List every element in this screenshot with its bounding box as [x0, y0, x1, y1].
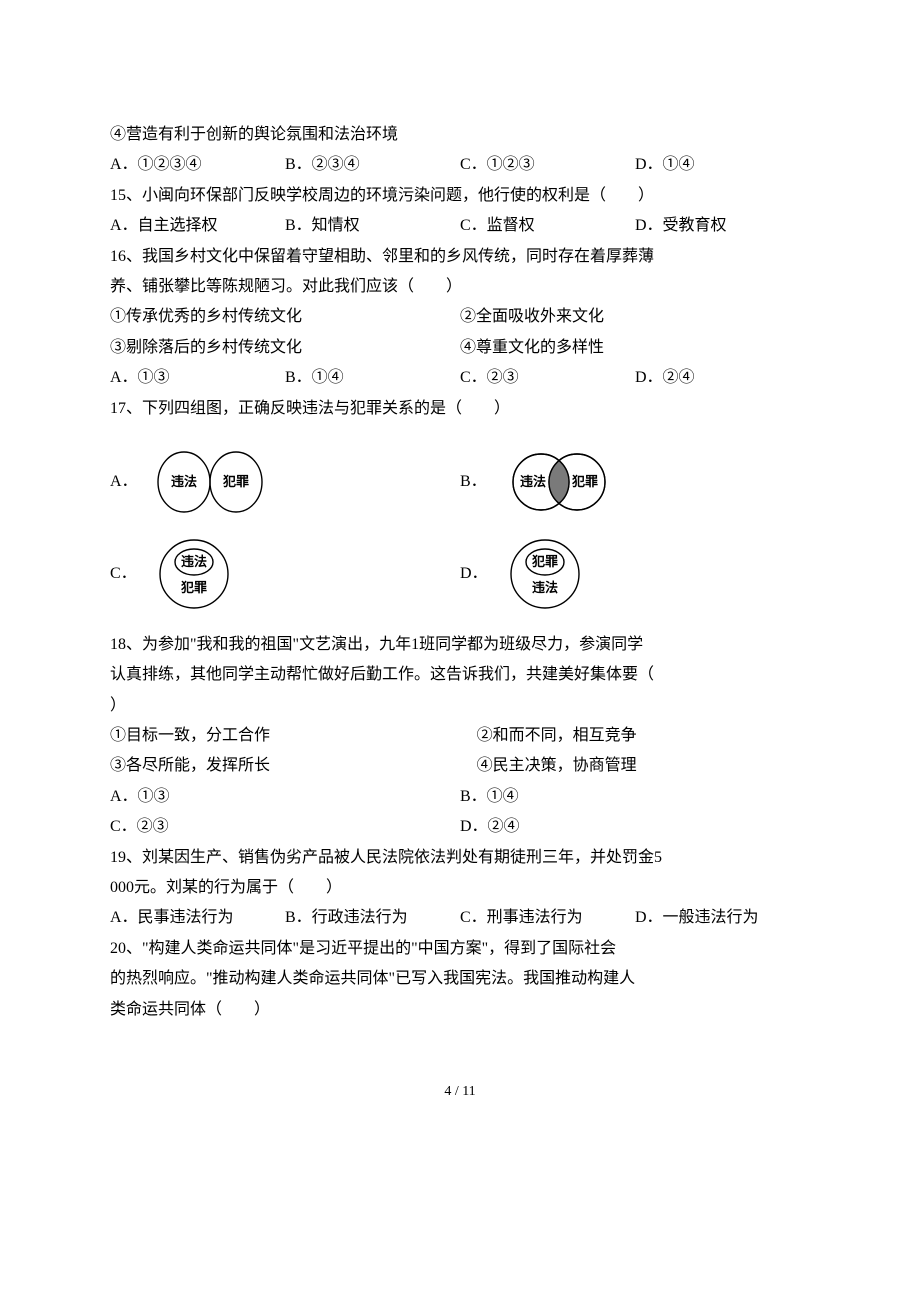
q18-statement-4: ④民主决策，协商管理	[477, 751, 810, 781]
venn-separate-icon: 违法 犯罪	[150, 446, 270, 518]
q20-text-line2: 的热烈响应。"推动构建人类命运共同体"已写入我国宪法。我国推动构建人	[110, 964, 810, 994]
q16-statements-row2: ③剔除落后的乡村传统文化 ④尊重文化的多样性	[110, 333, 810, 363]
q19-option-c: C．刑事违法行为	[460, 903, 635, 933]
page-footer: 4 / 11	[110, 1079, 810, 1106]
q19-text-line2: 000元。刘某的行为属于（ ）	[110, 873, 810, 903]
q15-option-d: D．受教育权	[635, 211, 810, 241]
q17-option-d-label: D．	[460, 559, 488, 589]
q18-statement-3: ③各尽所能，发挥所长	[110, 751, 477, 781]
venn-d-outer-label: 违法	[532, 580, 558, 595]
q18-option-c: C．②③	[110, 812, 460, 842]
q16-option-c: C．②③	[460, 363, 635, 393]
q18-statement-1: ①目标一致，分工合作	[110, 721, 477, 751]
q17-diagram-d-cell: D． 犯罪 违法	[460, 534, 810, 614]
q18-options-row1: A．①③ B．①④	[110, 782, 810, 812]
q16-text-line1: 16、我国乡村文化中保留着守望相助、邻里和的乡风传统，同时存在着厚葬薄	[110, 242, 810, 272]
q16-options: A．①③ B．①④ C．②③ D．②④	[110, 363, 810, 393]
q18-statement-2: ②和而不同，相互竞争	[477, 721, 810, 751]
q19-options: A．民事违法行为 B．行政违法行为 C．刑事违法行为 D．一般违法行为	[110, 903, 810, 933]
q17-diagram-a-cell: A． 违法 犯罪	[110, 446, 460, 518]
q17-diagram-row-2: C． 违法 犯罪 D． 犯罪 违法	[110, 534, 810, 614]
q18-option-a: A．①③	[110, 782, 460, 812]
q19-text-line1: 19、刘某因生产、销售伪劣产品被人民法院依法判处有期徒刑三年，并处罚金5	[110, 843, 810, 873]
q14-option-a: A．①②③④	[110, 150, 285, 180]
q14-options: A．①②③④ B．②③④ C．①②③ D．①④	[110, 150, 810, 180]
q15-text: 15、小闽向环保部门反映学校周边的环境污染问题，他行使的权利是（ ）	[110, 181, 810, 211]
q17-text: 17、下列四组图，正确反映违法与犯罪关系的是（ ）	[110, 394, 810, 424]
q18-option-b: B．①④	[460, 782, 810, 812]
q16-statement-3: ③剔除落后的乡村传统文化	[110, 333, 460, 363]
q16-statement-2: ②全面吸收外来文化	[460, 302, 810, 332]
q18-option-d: D．②④	[460, 812, 810, 842]
q15-option-a: A．自主选择权	[110, 211, 285, 241]
q15-option-b: B．知情权	[285, 211, 460, 241]
q20-text-line3: 类命运共同体（ ）	[110, 995, 810, 1025]
q14-option-d: D．①④	[635, 150, 810, 180]
venn-a-left-label: 违法	[171, 474, 197, 489]
q17-diagram-c-cell: C． 违法 犯罪	[110, 534, 460, 614]
q17-option-c-label: C．	[110, 559, 137, 589]
q16-text-line2: 养、铺张攀比等陈规陋习。对此我们应该（ ）	[110, 272, 810, 302]
venn-d-inner-label: 犯罪	[531, 554, 558, 569]
q20-text-line1: 20、"构建人类命运共同体"是习近平提出的"中国方案"，得到了国际社会	[110, 934, 810, 964]
q14-statement-4: ④营造有利于创新的舆论氛围和法治环境	[110, 120, 810, 150]
q17-option-a-label: A．	[110, 467, 138, 497]
q18-text-line3: ）	[110, 691, 810, 721]
q15-options: A．自主选择权 B．知情权 C．监督权 D．受教育权	[110, 211, 810, 241]
q14-option-b: B．②③④	[285, 150, 460, 180]
venn-nested-c-icon: 违法 犯罪	[149, 534, 239, 614]
q18-text-line2: 认真排练，其他同学主动帮忙做好后勤工作。这告诉我们，共建美好集体要（	[110, 660, 810, 690]
venn-b-left-label: 违法	[520, 474, 546, 489]
q18-statements-row2: ③各尽所能，发挥所长 ④民主决策，协商管理	[110, 751, 810, 781]
q17-diagram-b-cell: B． 违法 犯罪	[460, 446, 810, 518]
q16-option-a: A．①③	[110, 363, 285, 393]
venn-b-right-label: 犯罪	[571, 474, 598, 489]
q16-option-b: B．①④	[285, 363, 460, 393]
q19-option-a: A．民事违法行为	[110, 903, 285, 933]
q15-option-c: C．监督权	[460, 211, 635, 241]
q16-statement-1: ①传承优秀的乡村传统文化	[110, 302, 460, 332]
venn-a-right-label: 犯罪	[222, 474, 249, 489]
q18-options-row2: C．②③ D．②④	[110, 812, 810, 842]
q16-statement-4: ④尊重文化的多样性	[460, 333, 810, 363]
q14-option-c: C．①②③	[460, 150, 635, 180]
q16-option-d: D．②④	[635, 363, 810, 393]
q18-text-line1: 18、为参加"我和我的祖国"文艺演出，九年1班同学都为班级尽力，参演同学	[110, 630, 810, 660]
q16-statements-row1: ①传承优秀的乡村传统文化 ②全面吸收外来文化	[110, 302, 810, 332]
venn-c-inner-label: 违法	[181, 554, 207, 569]
q17-option-b-label: B．	[460, 467, 487, 497]
q19-option-b: B．行政违法行为	[285, 903, 460, 933]
q17-diagram-row-1: A． 违法 犯罪 B． 违法 犯罪	[110, 446, 810, 518]
venn-c-outer-label: 犯罪	[180, 580, 207, 595]
venn-nested-d-icon: 犯罪 违法	[500, 534, 590, 614]
venn-overlap-icon: 违法 犯罪	[499, 446, 619, 518]
q18-statements-row1: ①目标一致，分工合作 ②和而不同，相互竞争	[110, 721, 810, 751]
q19-option-d: D．一般违法行为	[635, 903, 810, 933]
